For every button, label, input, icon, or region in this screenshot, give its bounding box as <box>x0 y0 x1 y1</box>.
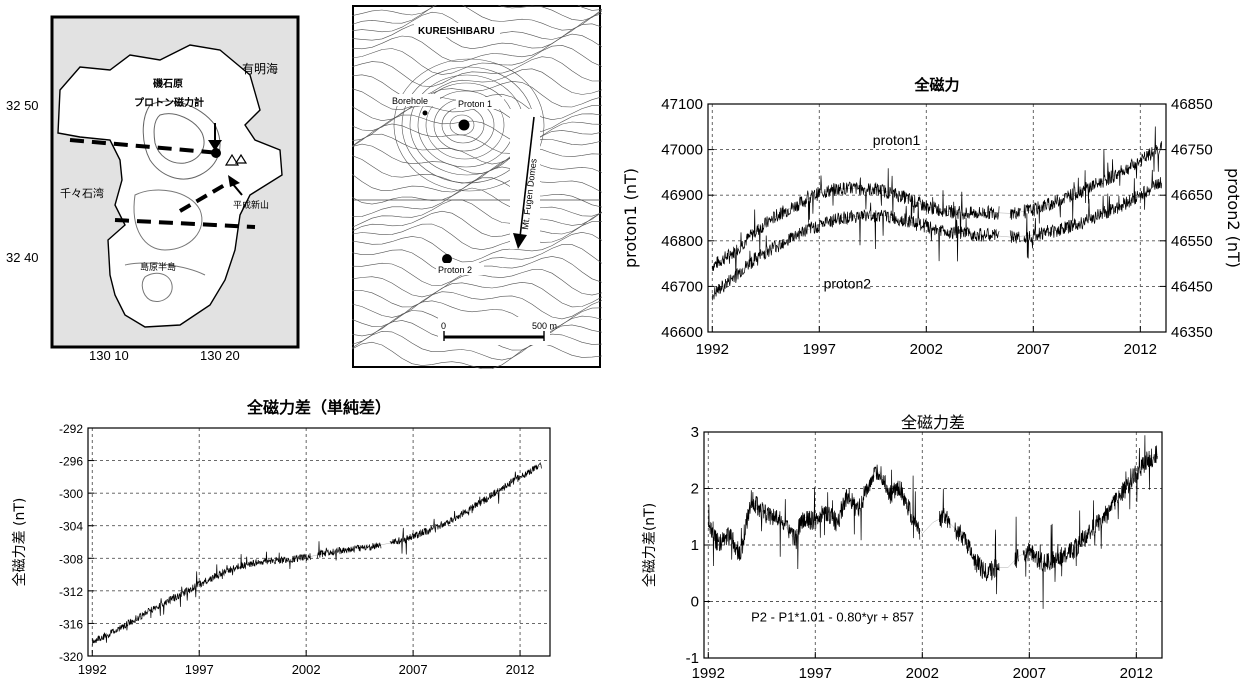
y-tick-label: 46900 <box>661 187 703 204</box>
proton1-marker <box>458 119 470 131</box>
y-tick-label: 46700 <box>661 278 703 295</box>
plot-frame <box>87 427 551 657</box>
chart-title: 全磁力差（単純差） <box>246 398 391 417</box>
lon-tick-label-1: 130 10 <box>89 348 129 363</box>
annotation: P2 - P1*1.01 - 0.80*yr + 857 <box>751 609 914 624</box>
y-tick-label: -292 <box>59 422 83 436</box>
y2-tick-label: 46350 <box>1171 324 1213 341</box>
chart-title: 全磁力 <box>913 76 959 94</box>
x-tick-label: 1992 <box>692 665 725 681</box>
y-tick-label: 47100 <box>661 96 703 113</box>
peninsula-label: 島原半島 <box>140 261 176 273</box>
y-tick-label: -296 <box>59 455 83 469</box>
y-axis-label: proton1 (nT) <box>621 168 640 268</box>
y-tick-label: 46600 <box>661 324 703 341</box>
y2-tick-label: 46450 <box>1171 278 1213 295</box>
location-map: 有明海 磯石原 プロトン磁力計 千々石湾 平成新山 島原半島 32 50 <box>50 15 305 360</box>
series-0-line <box>712 147 1162 267</box>
simple-difference-chart: 1992 1997 2002 2007 2012 -320 -316 -312 -308 -304… <box>11 398 551 677</box>
x-tick-label: 2002 <box>910 341 943 358</box>
borehole-label: Borehole <box>392 96 428 106</box>
y-tick-label: 1 <box>691 537 699 554</box>
plot-frame <box>707 103 1167 333</box>
plot-frame <box>703 431 1163 659</box>
y2-tick-label: 46850 <box>1171 96 1213 113</box>
x-tick-label: 2007 <box>1017 341 1050 358</box>
proton1-label: Proton 1 <box>458 99 492 109</box>
x-tick-label: 2012 <box>506 662 535 677</box>
site-label-2: プロトン磁力計 <box>134 96 204 109</box>
y2-tick-label: 46550 <box>1171 233 1213 250</box>
proton2-marker <box>442 254 452 264</box>
y-tick-label: -320 <box>59 650 83 664</box>
scale-end: 500 m <box>532 321 557 331</box>
y-tick-label: -308 <box>59 552 83 566</box>
series-1-line <box>712 181 1162 296</box>
dome-label: 平成新山 <box>233 199 269 211</box>
x-tick-label: 1997 <box>803 341 836 358</box>
chart-title: 全磁力差 <box>901 413 965 432</box>
x-tick-label: 2002 <box>906 665 939 681</box>
series-1-trace <box>711 169 1163 301</box>
y2-tick-label: 46650 <box>1171 187 1213 204</box>
site-label-1: 磯石原 <box>153 77 183 90</box>
magnetometer-site-marker <box>211 148 221 158</box>
series-0-trace <box>707 435 1158 609</box>
series-0-line <box>708 454 1158 574</box>
x-tick-label: 2012 <box>1124 341 1157 358</box>
x-tick-label: 1992 <box>78 662 107 677</box>
y-tick-label: 47000 <box>661 142 703 159</box>
sea-label-ariake: 有明海 <box>242 61 278 76</box>
series-0-trace <box>711 126 1163 278</box>
annotation: proton2 <box>824 276 872 292</box>
y-tick-label: -316 <box>59 617 83 631</box>
series-0-trace <box>91 461 542 646</box>
total-field-chart: 1992 1997 2002 2007 2012 46600 46700 46800 46900… <box>621 76 1243 358</box>
y-axis-label: 全磁力差 (nT) <box>11 498 28 587</box>
proton2-label: Proton 2 <box>438 265 472 275</box>
series-0-line <box>92 465 542 643</box>
y-tick-label: 46800 <box>661 233 703 250</box>
y-tick-label: 0 <box>691 594 699 611</box>
y-tick-label: 2 <box>691 481 699 498</box>
y2-axis-label: proton2 (nT) <box>1224 168 1243 268</box>
bay-label: 千々石湾 <box>60 186 104 200</box>
x-tick-label: 2007 <box>1013 665 1046 681</box>
x-tick-label: 2002 <box>292 662 321 677</box>
annotation: proton1 <box>873 132 921 148</box>
x-tick-label: 2012 <box>1120 665 1153 681</box>
x-tick-label: 1992 <box>696 341 729 358</box>
x-tick-label: 1997 <box>185 662 214 677</box>
lat-tick-label-2: 32 40 <box>6 250 39 265</box>
y-tick-label: -1 <box>686 650 699 667</box>
topo-map-title: KUREISHIBARU <box>418 26 495 37</box>
borehole-marker <box>422 110 428 116</box>
y-tick-label: -312 <box>59 585 83 599</box>
x-tick-label: 2007 <box>399 662 428 677</box>
x-tick-label: 1997 <box>799 665 832 681</box>
y-tick-label: -300 <box>59 487 83 501</box>
scale-zero: 0 <box>441 321 446 331</box>
peninsula-land <box>57 44 283 328</box>
y-tick-label: 3 <box>691 424 699 441</box>
lon-tick-label-2: 130 20 <box>200 348 240 363</box>
topographic-map: KUREISHIBARU Borehole Proton 1 Proton 2 … <box>352 5 602 369</box>
y-axis-label: 全磁力差(nT) <box>641 503 658 587</box>
y-tick-label: -304 <box>59 520 83 534</box>
y2-tick-label: 46750 <box>1171 142 1213 159</box>
lat-tick-label-1: 32 50 <box>6 98 39 113</box>
